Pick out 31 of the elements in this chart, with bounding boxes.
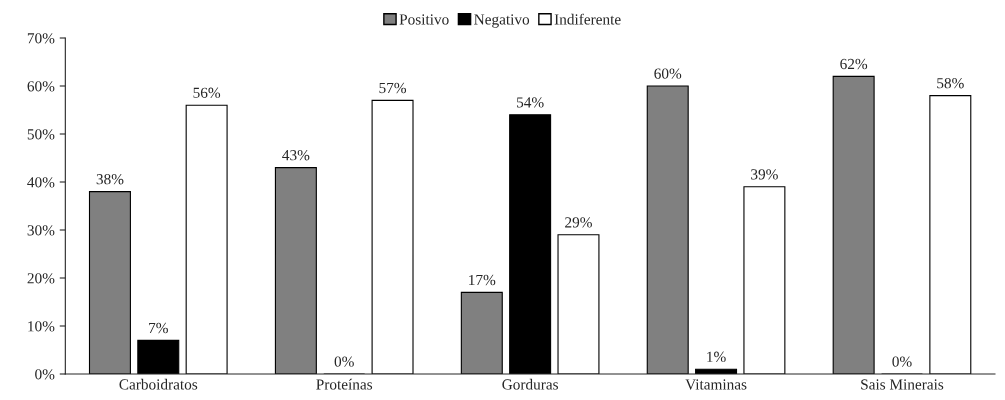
y-tick-label: 0% xyxy=(35,369,55,380)
data-label: 43% xyxy=(282,150,310,161)
data-label: 17% xyxy=(469,274,496,286)
data-label: 0% xyxy=(892,356,912,367)
y-tick-label: 40% xyxy=(27,177,55,188)
data-label: 1% xyxy=(707,351,726,362)
y-tick-label: 30% xyxy=(27,225,55,236)
y-tick-label: 20% xyxy=(27,273,55,284)
data-label: 57% xyxy=(379,82,407,94)
x-tick-label: Proteínas xyxy=(316,378,373,390)
legend-label: Negativo xyxy=(474,14,530,28)
legend-label: Indiferente xyxy=(554,13,621,25)
x-tick-label: Sais Minerais xyxy=(861,379,944,390)
data-label: 29% xyxy=(565,217,592,228)
y-tick-label: 60% xyxy=(27,81,55,92)
y-tick-label: 10% xyxy=(28,321,55,332)
data-label: 38% xyxy=(96,174,124,185)
data-label: 56% xyxy=(193,87,221,98)
y-tick-label: 70% xyxy=(27,33,55,44)
x-tick-label: Carboidratos xyxy=(119,378,198,390)
y-tick-label: 50% xyxy=(27,129,55,140)
data-label: 60% xyxy=(654,68,682,79)
data-label: 0% xyxy=(334,356,354,367)
x-tick-label: Gorduras xyxy=(502,378,559,390)
data-label: 54% xyxy=(517,97,544,108)
data-label: 58% xyxy=(937,78,964,89)
data-label: 62% xyxy=(840,58,868,70)
data-label: 39% xyxy=(751,169,778,180)
x-tick-label: Vitaminas xyxy=(685,379,747,390)
data-label: 7% xyxy=(149,322,168,334)
legend-label: Positivo xyxy=(399,14,449,25)
